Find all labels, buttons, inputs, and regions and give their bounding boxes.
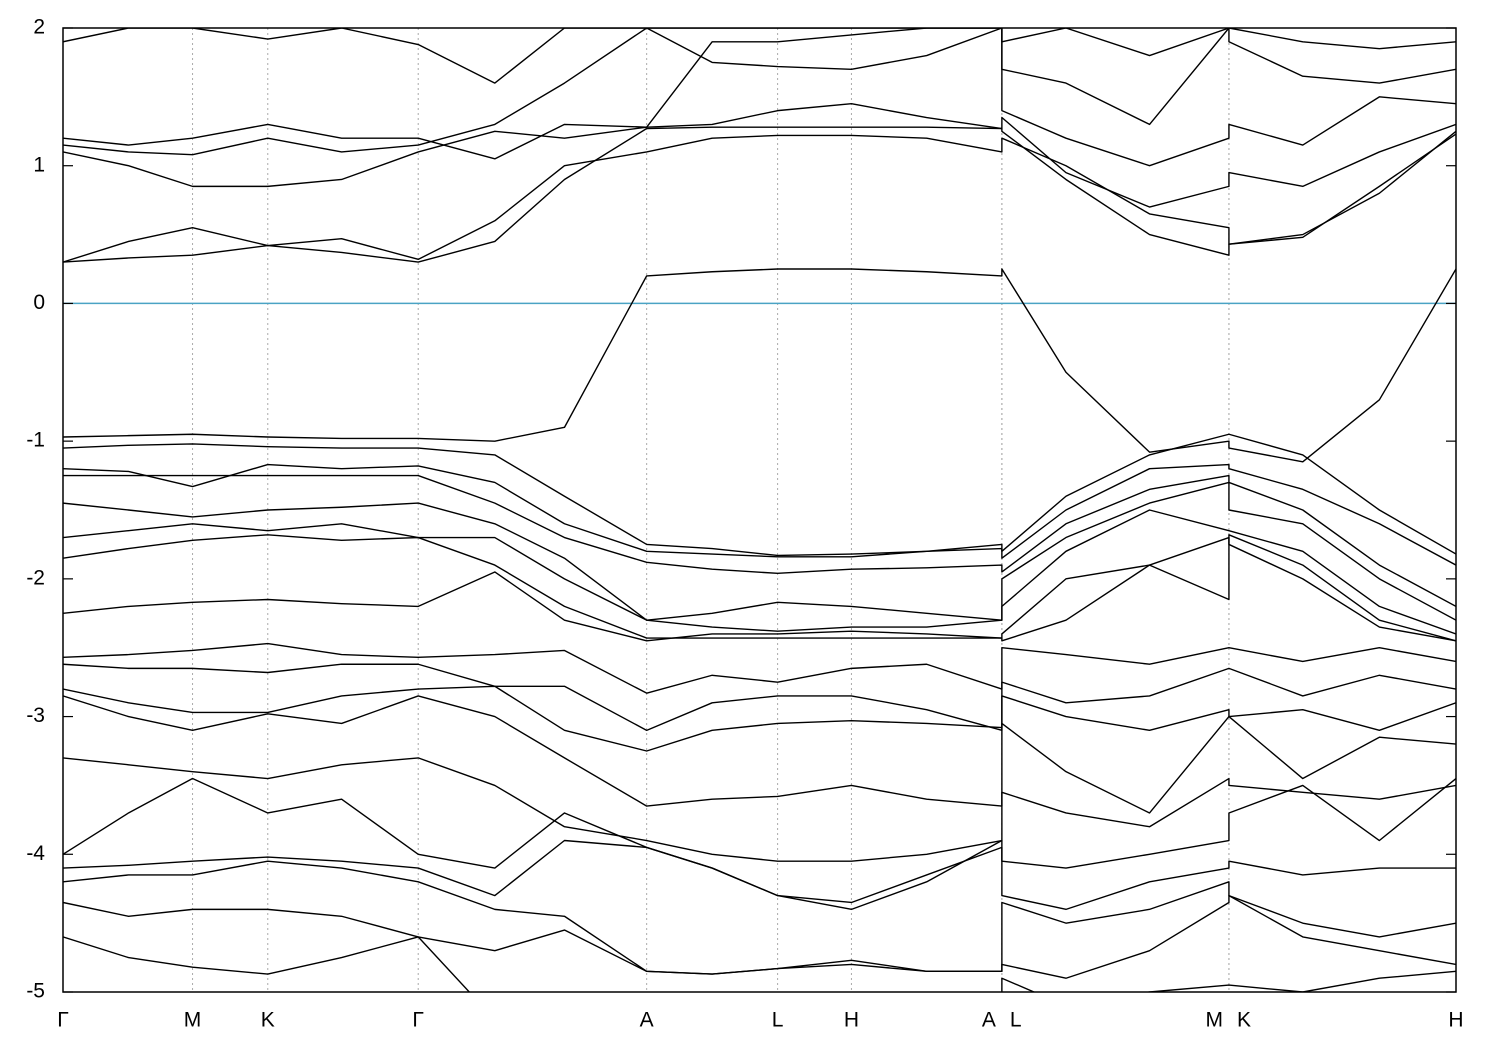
band-line: [63, 663, 1456, 732]
y-tick-label: -3: [26, 704, 45, 727]
x-tick-label: H: [1448, 1009, 1463, 1032]
band-line: [63, 509, 1456, 635]
x-tick-label: L: [1010, 1009, 1022, 1032]
x-tick-label: A: [640, 1009, 654, 1032]
band-line: [63, 463, 1456, 566]
y-tick-label: 1: [33, 153, 45, 176]
band-line: [63, 103, 1456, 208]
y-tick-label: 0: [33, 291, 45, 314]
x-tick-label: K: [261, 1009, 275, 1032]
band-line: [63, 474, 1456, 608]
bands: [63, 28, 1456, 992]
band-line: [63, 28, 1456, 84]
y-tick-label: -4: [26, 842, 45, 865]
band-line: [63, 642, 1456, 694]
y-tick-label: -5: [26, 980, 45, 1003]
band-line: [63, 860, 1456, 975]
band-line: [63, 133, 1456, 263]
x-tick-label: M: [184, 1009, 202, 1032]
x-tick-label: H: [844, 1009, 859, 1032]
plot-frame: [62, 27, 1457, 993]
x-tick-label: Γ: [412, 1009, 424, 1032]
x-tick-label: K: [1237, 1009, 1251, 1032]
band-line: [63, 536, 1456, 642]
band-line: [63, 481, 1456, 621]
band-line: [63, 126, 1456, 263]
x-tick-label: L: [772, 1009, 784, 1032]
band-line: [63, 685, 1456, 752]
band-line: [63, 839, 1456, 911]
band-line: [63, 433, 1456, 557]
x-tick-label: A: [982, 1009, 996, 1032]
y-tick-label: -1: [26, 429, 45, 452]
x-tick-label: M: [1205, 1009, 1223, 1032]
x-tick-label: Γ: [57, 1009, 69, 1032]
band-line: [63, 777, 1456, 904]
band-line: [63, 894, 1456, 979]
grid: [62, 28, 1457, 992]
band-line: [63, 936, 1456, 992]
band-line: [63, 28, 1456, 167]
y-tick-label: -2: [26, 566, 45, 589]
band-line: [63, 28, 1456, 160]
band-line: [63, 757, 1456, 862]
band-line: [63, 268, 1456, 463]
band-line: [63, 534, 1456, 642]
y-tick-label: 2: [33, 16, 45, 39]
band-line: [63, 695, 1456, 814]
